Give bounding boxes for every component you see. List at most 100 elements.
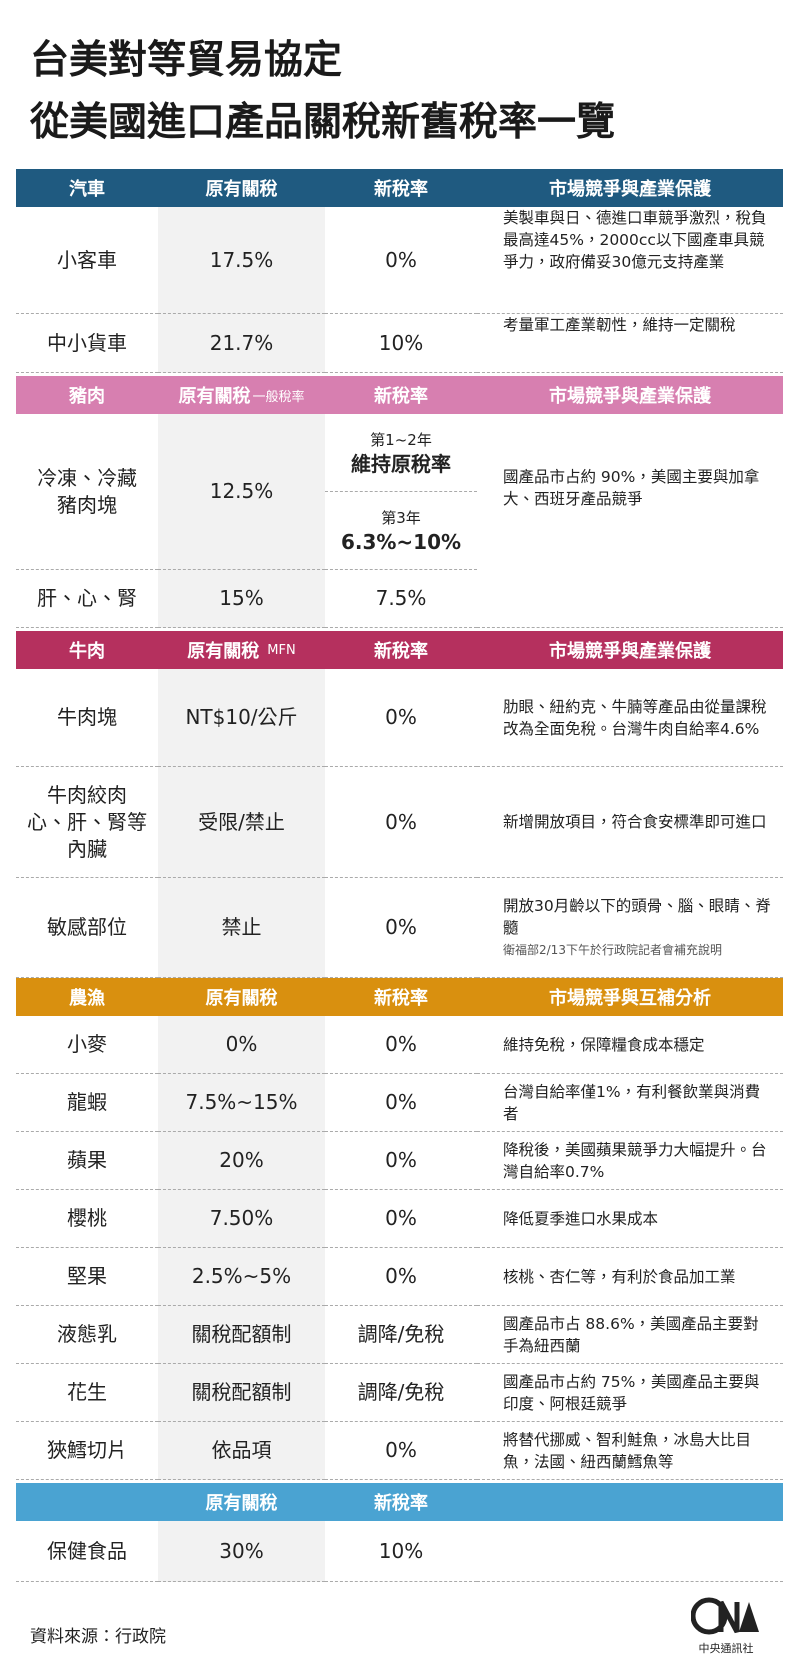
logo-n	[718, 1600, 740, 1634]
old-rate: 禁止	[158, 878, 325, 978]
header-cell: 原有關稅	[158, 978, 325, 1016]
item: 蘋果	[16, 1132, 158, 1190]
title: 台美對等貿易協定 從美國進口產品關稅新舊稅率一覽	[0, 0, 800, 169]
item: 牛肉塊	[16, 669, 158, 767]
note: 維持免稅，保障糧食成本穩定	[477, 1016, 783, 1074]
old-rate: 7.50%	[158, 1190, 325, 1248]
header-note: MFN	[267, 642, 296, 658]
header-cell: 原有關稅 MFN	[158, 631, 325, 669]
header-cell	[477, 1483, 783, 1521]
logo-text: 中央通訊社	[698, 1642, 754, 1655]
item: 牛肉絞肉 心、肝、腎等 內臟	[16, 767, 158, 878]
old-rate: 21.7%	[158, 314, 325, 373]
new-rate: 第1~2年維持原稅率 第3年 6.3%~10%	[325, 414, 477, 570]
new-rate: 0%	[325, 1248, 477, 1306]
logo-a	[739, 1602, 759, 1632]
new-rate: 調降/免稅	[325, 1306, 477, 1364]
header-cell: 市場競爭與產業保護	[477, 169, 783, 207]
item: 敏感部位	[16, 878, 158, 978]
new-rate: 10%	[325, 314, 477, 373]
phase: 第3年 6.3%~10%	[325, 492, 477, 569]
empty-cell	[477, 1521, 783, 1582]
old-rate: 15%	[158, 570, 325, 628]
header-text: 原有關稅	[187, 641, 260, 662]
rate: 維持原稅率	[351, 451, 451, 476]
note: 肋眼、紐約克、牛腩等產品由從量課稅改為全面免稅。台灣牛肉自給率4.6%	[477, 669, 783, 767]
new-rate: 0%	[325, 207, 477, 314]
item: 冷凍、冷藏 豬肉塊	[16, 414, 158, 570]
header-cell: 市場競爭與產業保護	[477, 631, 783, 669]
phase: 第1~2年維持原稅率	[325, 414, 477, 492]
header-cell: 原有關稅	[158, 1483, 325, 1521]
new-rate: 0%	[325, 1016, 477, 1074]
header-cell: 原有關稅 一般稅率	[158, 376, 325, 414]
section-pork: 豬肉 原有關稅 一般稅率 新稅率 市場競爭與產業保護 冷凍、冷藏 豬肉塊 12.5…	[16, 376, 783, 628]
logo-mark	[690, 1597, 759, 1635]
section-beef: 牛肉 原有關稅 MFN 新稅率 市場競爭與產業保護 牛肉塊 NT$10/公斤 0%…	[16, 631, 783, 978]
header-cell: 牛肉	[16, 631, 158, 669]
new-rate: 0%	[325, 1190, 477, 1248]
old-rate: 30%	[158, 1521, 325, 1582]
footer: 資料來源：行政院 中央通訊社	[0, 1582, 800, 1664]
header-cell: 新稅率	[325, 1483, 477, 1521]
header-cell: 新稅率	[325, 169, 477, 207]
old-rate: 關稅配額制	[158, 1306, 325, 1364]
item: 液態乳	[16, 1306, 158, 1364]
period: 第1~2年	[370, 430, 432, 449]
new-rate: 0%	[325, 669, 477, 767]
new-rate: 調降/免稅	[325, 1364, 477, 1422]
header-cell: 豬肉	[16, 376, 158, 414]
item: 保健食品	[16, 1521, 158, 1582]
note: 開放30月齡以下的頭骨、腦、眼睛、脊髓 衛福部2/13下午於行政院記者會補充說明	[477, 878, 783, 978]
new-rate: 0%	[325, 878, 477, 978]
header-cell: 市場競爭與互補分析	[477, 978, 783, 1016]
old-rate: 7.5%~15%	[158, 1074, 325, 1132]
header-cell: 汽車	[16, 169, 158, 207]
note: 國產品市占約 75%，美國產品主要與印度、阿根廷競爭	[477, 1364, 783, 1422]
new-rate: 0%	[325, 1074, 477, 1132]
section-agri: 農漁 原有關稅 新稅率 市場競爭與互補分析 小麥 0% 0% 維持免稅，保障糧食成本穩…	[16, 978, 783, 1480]
item: 狹鱈切片	[16, 1422, 158, 1480]
old-rate: 受限/禁止	[158, 767, 325, 878]
title-line: 台美對等貿易協定	[30, 38, 343, 83]
note: 國產品市占 88.6%，美國產品主要對手為紐西蘭	[477, 1306, 783, 1364]
old-rate: 20%	[158, 1132, 325, 1190]
section-health: 原有關稅 新稅率 保健食品 30% 10%	[16, 1483, 783, 1582]
item: 龍蝦	[16, 1074, 158, 1132]
header-cell: 新稅率	[325, 376, 477, 414]
item: 中小貨車	[16, 314, 158, 373]
note: 將替代挪威、智利鮭魚，冰島大比目魚，法國、紐西蘭鱈魚等	[477, 1422, 783, 1480]
note: 考量軍工產業韌性，維持一定關稅	[477, 314, 783, 373]
period: 第3年	[381, 508, 421, 527]
new-rate: 7.5%	[325, 570, 477, 628]
item: 小客車	[16, 207, 158, 314]
new-rate: 10%	[325, 1521, 477, 1582]
header-cell: 原有關稅	[158, 169, 325, 207]
logo: 中央通訊社	[686, 1596, 766, 1656]
item: 櫻桃	[16, 1190, 158, 1248]
note: 美製車與日、德進口車競爭激烈，稅負最高達45%，2000cc以下國產車具競爭力，…	[477, 207, 783, 314]
rate: 6.3%~10%	[340, 529, 462, 554]
new-rate: 0%	[325, 1422, 477, 1480]
old-rate: 關稅配額制	[158, 1364, 325, 1422]
new-rate: 0%	[325, 767, 477, 878]
item: 小麥	[16, 1016, 158, 1074]
header-note: 一般稅率	[252, 389, 305, 405]
note: 台灣自給率僅1%，有利餐飲業與消費者	[477, 1074, 783, 1132]
old-rate: NT$10/公斤	[158, 669, 325, 767]
note: 國產品市占約 90%，美國主要與加拿大、西班牙產品競爭	[477, 414, 783, 628]
old-rate: 12.5%	[158, 414, 325, 570]
title-line: 從美國進口產品關稅新舊稅率一覽	[30, 100, 616, 145]
old-rate: 2.5%~5%	[158, 1248, 325, 1306]
header-text: 原有關稅	[178, 386, 251, 407]
old-rate: 依品項	[158, 1422, 325, 1480]
item: 堅果	[16, 1248, 158, 1306]
section-cars: 汽車 原有關稅 新稅率 市場競爭與產業保護 小客車 17.5% 0% 美製車與日…	[16, 169, 783, 373]
item: 肝、心、腎	[16, 570, 158, 628]
note-text: 開放30月齡以下的頭骨、腦、眼睛、脊髓	[503, 896, 771, 937]
logo-c	[690, 1597, 728, 1635]
header-cell	[16, 1483, 158, 1521]
item: 花生	[16, 1364, 158, 1422]
